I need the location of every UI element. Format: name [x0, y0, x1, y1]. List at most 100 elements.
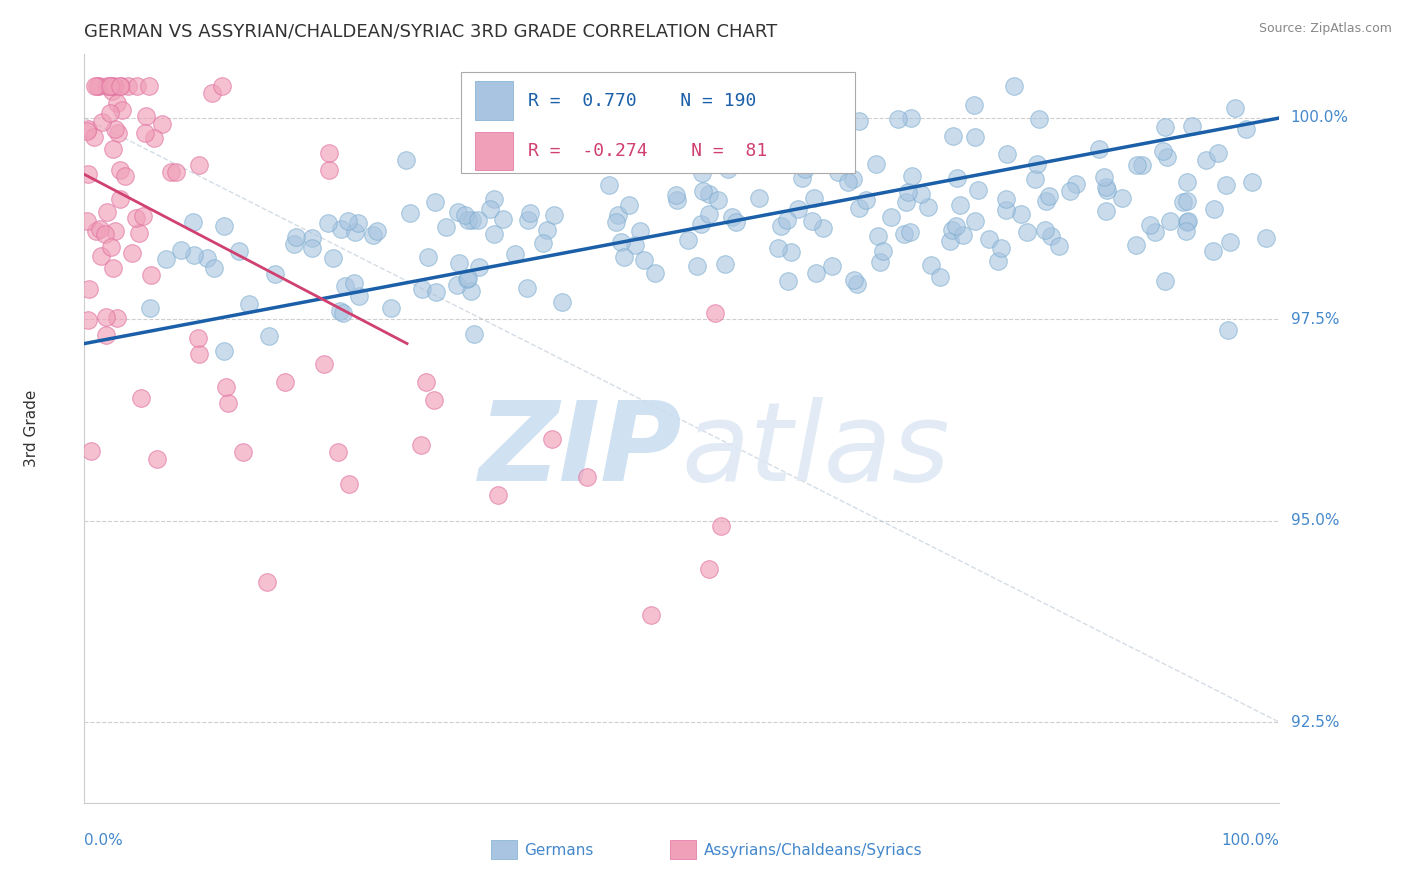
Bar — [475, 132, 513, 170]
Point — [76, 123, 98, 137]
Point — [202, 260, 225, 275]
Point — [332, 306, 354, 320]
Point — [690, 217, 713, 231]
Point — [415, 375, 437, 389]
Point — [952, 227, 974, 242]
Point — [987, 254, 1010, 268]
Point — [256, 575, 278, 590]
Point — [446, 278, 468, 293]
Point — [96, 205, 118, 219]
Point — [103, 121, 125, 136]
Point — [343, 277, 366, 291]
Point — [94, 227, 117, 241]
Point — [1028, 112, 1050, 127]
Point — [1125, 237, 1147, 252]
Point — [1175, 214, 1198, 228]
Point — [108, 192, 131, 206]
Point — [139, 301, 162, 315]
Point — [776, 274, 799, 288]
Point — [623, 238, 645, 252]
Point — [114, 169, 136, 183]
Point — [619, 198, 641, 212]
Point — [516, 281, 538, 295]
Point — [644, 266, 666, 280]
Point — [127, 78, 149, 93]
Point — [1095, 183, 1118, 197]
Point — [541, 432, 564, 446]
Point — [868, 229, 890, 244]
Point — [503, 247, 526, 261]
Point — [714, 257, 737, 271]
Point — [283, 236, 305, 251]
Point — [941, 223, 963, 237]
Point — [456, 272, 478, 286]
Point — [409, 438, 432, 452]
Point — [920, 259, 942, 273]
Point — [425, 285, 447, 300]
Point — [468, 260, 491, 274]
Point — [316, 216, 339, 230]
Point — [318, 146, 340, 161]
Point — [83, 129, 105, 144]
Point — [150, 117, 173, 131]
Point — [380, 301, 402, 315]
Text: atlas: atlas — [682, 397, 950, 504]
Point — [183, 248, 205, 262]
Text: 3rd Grade: 3rd Grade — [24, 390, 39, 467]
Point — [1241, 175, 1264, 189]
Point — [1024, 172, 1046, 186]
Point — [1171, 194, 1194, 209]
Point — [1206, 146, 1229, 161]
Point — [1088, 142, 1111, 156]
Point — [872, 244, 894, 258]
Point — [434, 219, 457, 234]
Point — [103, 260, 125, 275]
Point — [929, 270, 952, 285]
Point — [1152, 145, 1174, 159]
Point — [232, 445, 254, 459]
Point — [89, 222, 111, 236]
Point — [96, 78, 118, 93]
Point — [454, 208, 477, 222]
Point — [966, 183, 988, 197]
Point — [965, 129, 987, 144]
Point — [1002, 78, 1025, 93]
Point — [609, 235, 631, 250]
Text: GERMAN VS ASSYRIAN/CHALDEAN/SYRIAC 3RD GRADE CORRELATION CHART: GERMAN VS ASSYRIAN/CHALDEAN/SYRIAC 3RD G… — [84, 23, 778, 41]
Point — [1132, 158, 1154, 172]
Point — [347, 289, 370, 303]
Point — [776, 212, 799, 227]
Point — [447, 205, 470, 219]
Point — [717, 78, 740, 93]
Point — [108, 78, 131, 93]
Point — [188, 347, 211, 361]
Point — [132, 209, 155, 223]
Text: ZIP: ZIP — [478, 397, 682, 504]
Point — [917, 200, 939, 214]
Point — [1064, 177, 1087, 191]
Point — [990, 242, 1012, 256]
Point — [165, 164, 187, 178]
Point — [770, 219, 793, 234]
Point — [887, 112, 910, 126]
Point — [77, 313, 100, 327]
Bar — [491, 840, 517, 859]
Point — [170, 244, 193, 258]
Text: 95.0%: 95.0% — [1291, 513, 1339, 528]
Point — [301, 230, 323, 244]
Point — [143, 131, 166, 145]
Point — [697, 186, 720, 201]
Point — [108, 162, 131, 177]
Point — [1194, 153, 1216, 167]
Point — [366, 224, 388, 238]
Point — [1153, 120, 1175, 135]
Point — [100, 240, 122, 254]
Point — [1095, 179, 1118, 194]
Point — [894, 195, 917, 210]
Point — [124, 211, 146, 225]
Point — [827, 165, 849, 179]
Point — [706, 193, 728, 207]
Point — [215, 380, 238, 394]
Point — [111, 103, 134, 118]
Point — [128, 226, 150, 240]
